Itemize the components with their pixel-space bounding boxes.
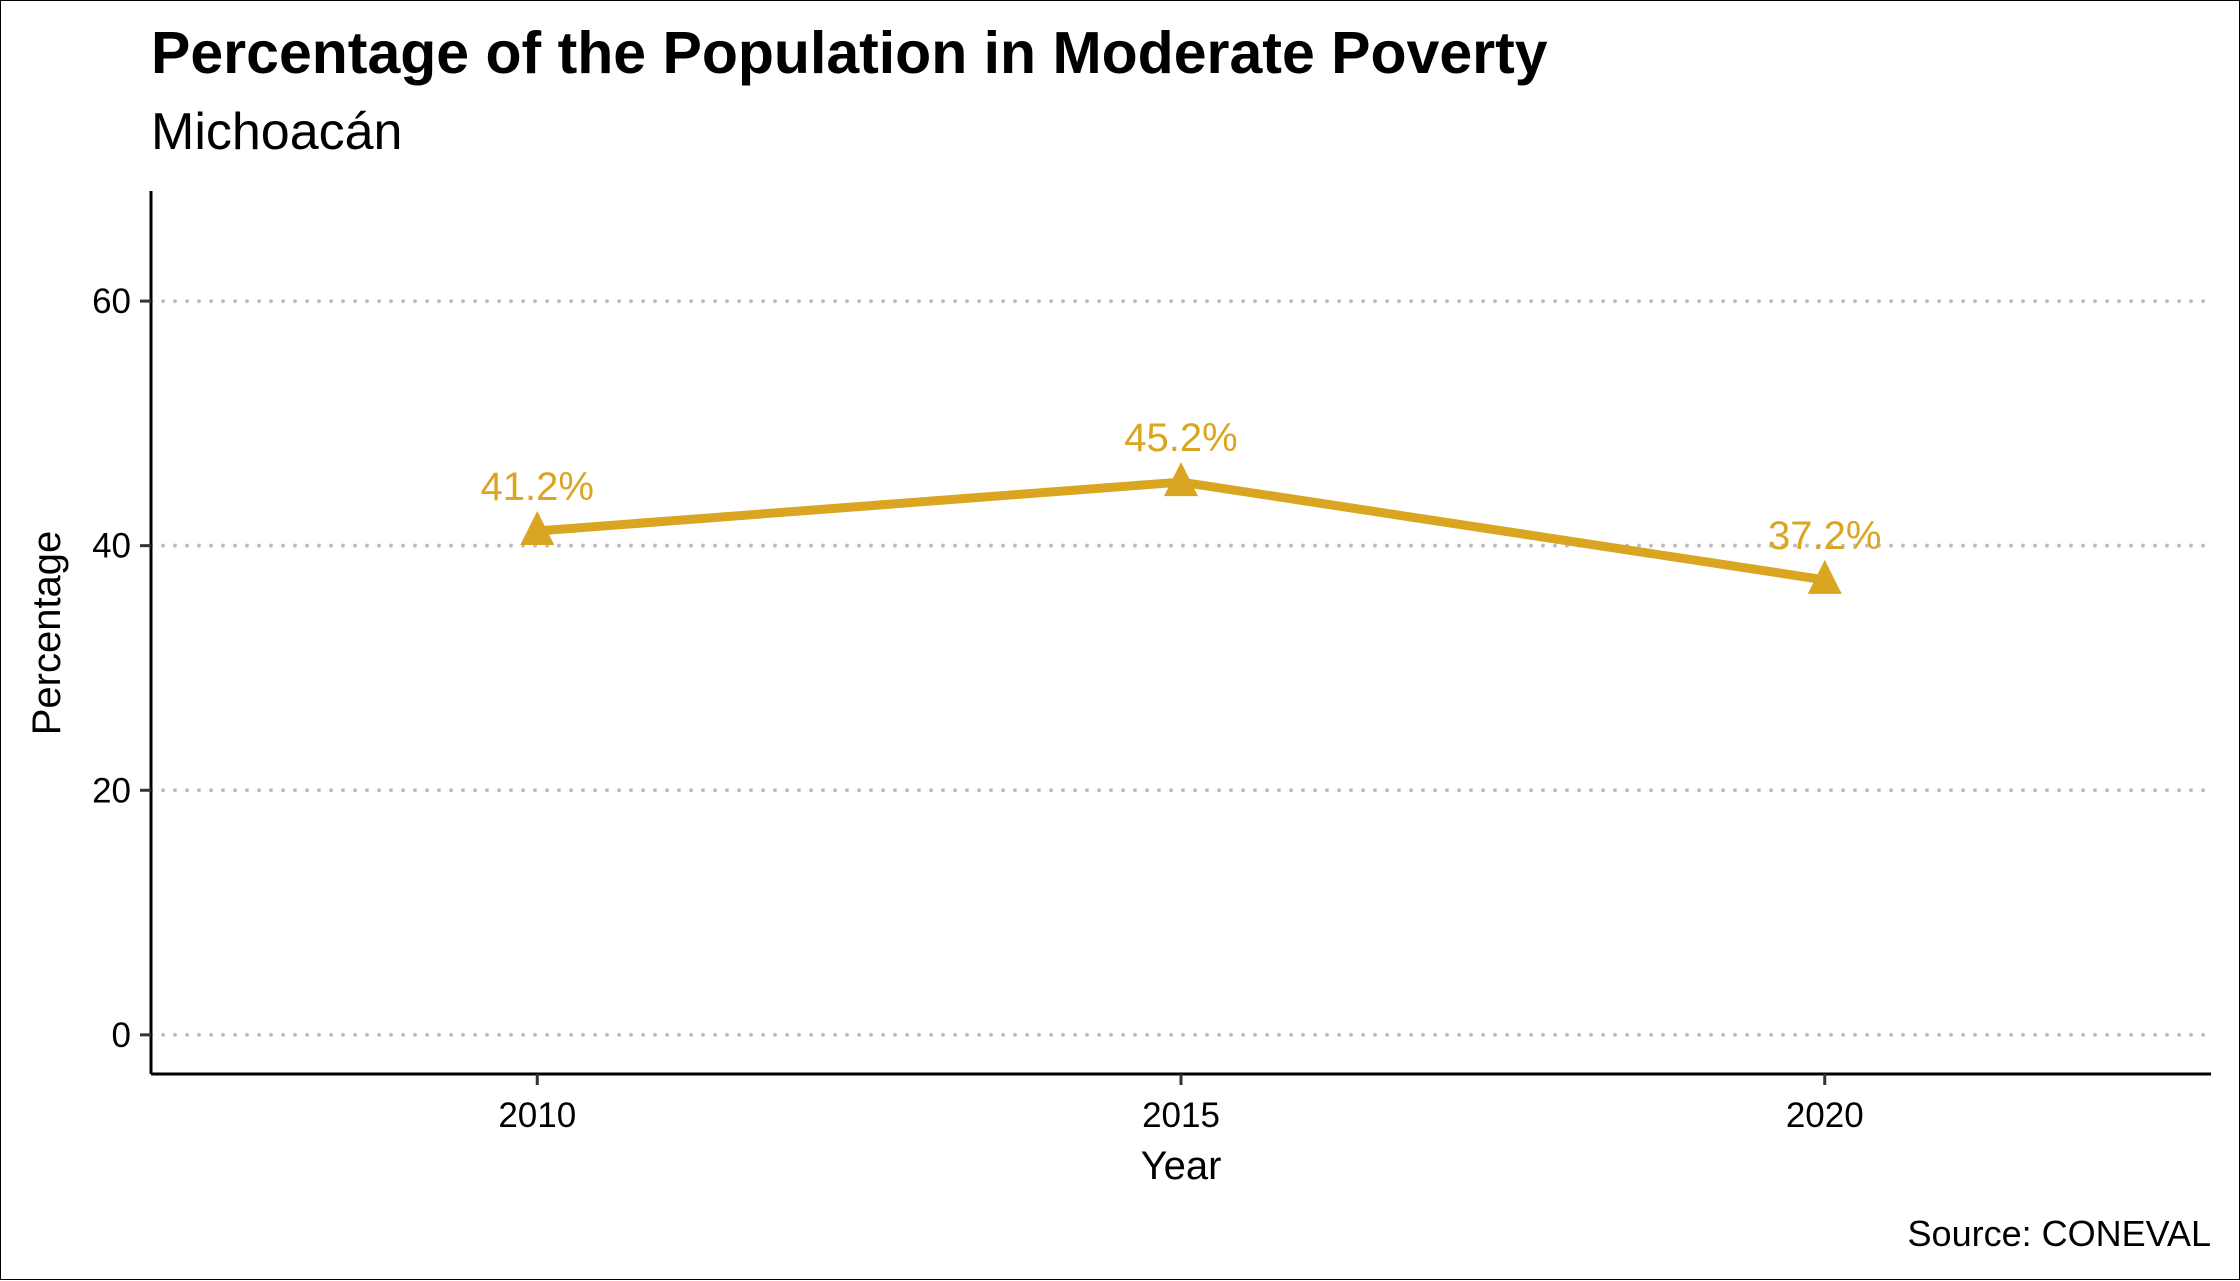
x-tick-label: 2020 [1786, 1096, 1864, 1135]
x-axis-title: Year [1141, 1144, 1222, 1188]
y-axis-title: Percentage [25, 531, 69, 736]
series-line [536, 477, 1826, 585]
y-tick-label: 60 [92, 282, 131, 321]
data-label: 45.2% [1124, 416, 1237, 460]
x-tick-label: 2015 [1142, 1096, 1220, 1135]
y-tick-label: 0 [112, 1016, 131, 1055]
data-label: 41.2% [481, 465, 594, 509]
data-point-marker [1164, 462, 1198, 497]
y-axis-ticks: 0 20 40 60 [92, 282, 151, 1055]
y-tick-label: 20 [92, 771, 131, 810]
chart-title: Percentage of the Population in Moderate… [151, 20, 1548, 86]
data-labels: 41.2% 45.2% 37.2% [481, 416, 1882, 558]
data-point-marker [520, 510, 555, 545]
gridlines [149, 299, 2213, 1037]
chart-subtitle: Michoacán [151, 103, 402, 161]
axes [149, 191, 2211, 1076]
series [520, 462, 1842, 594]
data-label: 37.2% [1768, 514, 1881, 558]
x-tick-label: 2010 [498, 1096, 576, 1135]
y-tick-label: 40 [92, 527, 131, 566]
data-point-marker [1807, 559, 1842, 594]
x-axis-ticks: 2010 2015 2020 [498, 1074, 1864, 1135]
chart-caption: Source: CONEVAL [1908, 1213, 2211, 1254]
